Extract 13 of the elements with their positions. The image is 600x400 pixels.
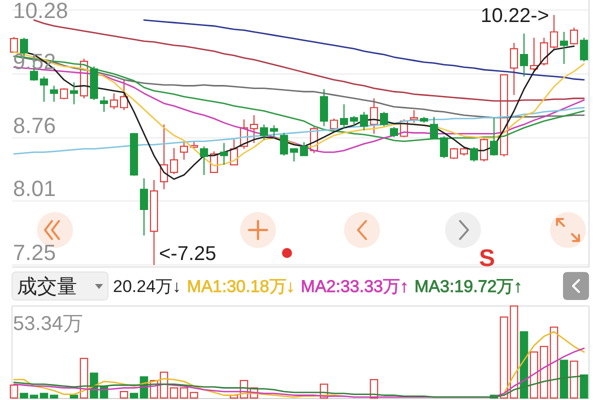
annotation: 53.34万 [13, 313, 84, 335]
text: MA2:33.33万↑ [300, 277, 409, 296]
text: 20.24万↓ [113, 277, 182, 296]
annotation: <-7.25 [159, 243, 216, 265]
text: MA3:19.72万↑ [414, 277, 522, 296]
text: MA1:30.18万↓ [187, 277, 295, 296]
annotation: 10.22-> [480, 5, 549, 27]
y-tick-label: 7.25 [13, 240, 56, 265]
y-tick-label: 10.28 [13, 0, 68, 23]
y-tick-label: 8.76 [13, 112, 56, 138]
chart-title: 成交量 [17, 276, 77, 298]
annotation: S [479, 245, 496, 272]
y-tick-label: 8.01 [13, 176, 56, 201]
